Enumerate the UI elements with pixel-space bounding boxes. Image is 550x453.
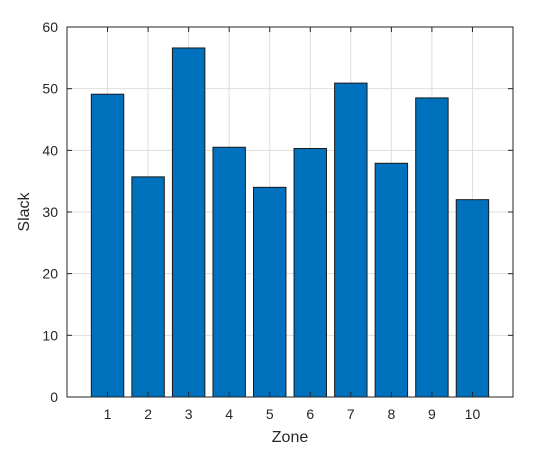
y-tick-label: 50 [42, 81, 58, 97]
bar-zone-8 [374, 162, 409, 398]
bar-zone-1 [90, 93, 125, 398]
y-axis-label: Slack [16, 191, 33, 231]
y-tick-label: 0 [50, 389, 58, 405]
bar-zone-7 [334, 82, 368, 398]
x-tick-label: 7 [347, 406, 355, 422]
bar-zone-2 [131, 176, 165, 398]
y-tick-label: 40 [42, 142, 58, 158]
bar-zone-9 [415, 97, 449, 398]
bars [90, 47, 490, 398]
y-tick-label: 10 [42, 327, 58, 343]
x-tick-label: 1 [104, 406, 112, 422]
bar-zone-10 [455, 199, 490, 398]
x-tick-label: 3 [185, 406, 193, 422]
x-tick-label: 8 [387, 406, 395, 422]
bar-zone-4 [212, 146, 246, 398]
y-tick-label: 30 [42, 204, 58, 220]
tick-marks [67, 26, 513, 398]
x-tick-label: 2 [144, 406, 152, 422]
x-axis-label: Zone [272, 429, 309, 446]
y-tick-label: 60 [42, 19, 58, 35]
x-tick-label: 5 [266, 406, 274, 422]
bar-zone-3 [171, 47, 206, 398]
y-tick-labels: 0 10 20 30 40 50 60 [42, 19, 58, 405]
bar-zone-6 [293, 147, 327, 398]
x-tick-labels: 1 2 3 4 5 6 7 8 9 10 [104, 406, 481, 422]
y-tick-label: 20 [42, 266, 58, 282]
x-tick-label: 4 [225, 406, 233, 422]
x-tick-label: 9 [428, 406, 436, 422]
bar-zone-5 [253, 186, 287, 398]
x-tick-label: 6 [306, 406, 314, 422]
x-tick-label: 10 [465, 406, 481, 422]
